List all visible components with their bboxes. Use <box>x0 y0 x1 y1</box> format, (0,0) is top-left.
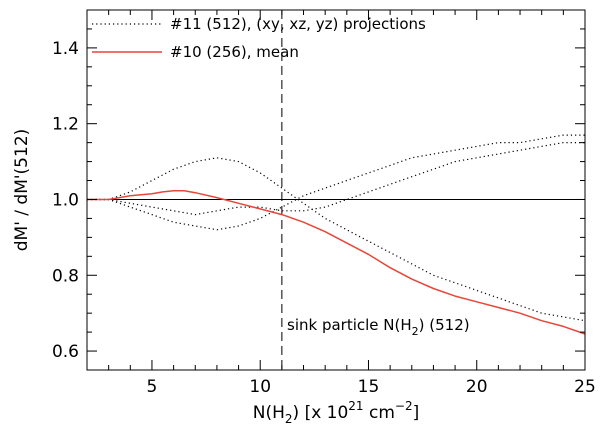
xlabel-sub: 2 <box>285 412 293 426</box>
x-tick-label: 10 <box>249 377 271 397</box>
series-line-3 <box>87 142 585 216</box>
y-tick-label: 1.0 <box>52 190 79 210</box>
sink-annotation: sink particle N(H2) (512) <box>287 316 470 338</box>
plot-frame <box>86 9 586 371</box>
xlabel-b: ) [x 10 <box>293 403 349 423</box>
axis-ticks: 5 10 15 20 25 0.6 0.8 1.0 1.2 1.4 <box>52 9 596 397</box>
x-axis-title: N(H2) [x 1021 cm−2] <box>253 399 419 426</box>
legend-label-2: #10 (256), mean <box>170 43 299 61</box>
xlabel-sup2: −2 <box>395 399 413 413</box>
y-tick-label: 0.8 <box>52 266 79 286</box>
x-tick-label: 25 <box>574 377 596 397</box>
annotation-post: ) (512) <box>419 316 470 334</box>
y-axis-title: dM' / dM'(512) <box>12 129 32 252</box>
series-line-4 <box>87 190 586 335</box>
plot-lines <box>87 10 586 370</box>
y-tick-label: 1.2 <box>52 115 79 135</box>
x-tick-label: 5 <box>147 377 158 397</box>
legend-label-1: #11 (512), (xy, xz, yz) projections <box>170 15 426 33</box>
series-line-2 <box>87 134 585 231</box>
annotation-pre: sink particle N(H <box>287 316 412 334</box>
xlabel-sup1: 21 <box>348 399 363 413</box>
series-line-1 <box>87 157 586 322</box>
x-tick-label: 15 <box>358 377 380 397</box>
y-tick-label: 1.4 <box>52 39 79 59</box>
xlabel-a: N(H <box>253 403 285 423</box>
xlabel-c: cm <box>364 403 395 423</box>
annotation-sub: 2 <box>412 325 419 338</box>
legend: #11 (512), (xy, xz, yz) projections #10 … <box>92 15 426 61</box>
xlabel-d: ] <box>413 403 420 423</box>
y-tick-label: 0.6 <box>52 342 79 362</box>
x-tick-label: 20 <box>466 377 488 397</box>
